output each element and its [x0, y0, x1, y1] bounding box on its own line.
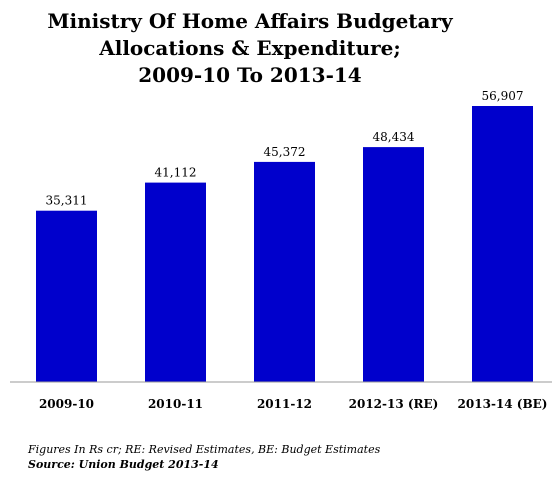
bar-2010-11: [145, 182, 206, 382]
value-label-2012-13 (RE): 48,434: [373, 130, 415, 144]
bar-2009-10: [36, 210, 97, 382]
category-label-2012-13 (RE): 2012-13 (RE): [349, 397, 439, 411]
value-label-2011-12: 45,372: [264, 145, 306, 159]
chart-title-line-1: Ministry Of Home Affairs Budgetary: [47, 9, 453, 33]
category-label-2009-10: 2009-10: [39, 397, 94, 411]
bar-2011-12: [254, 161, 315, 382]
value-label-2013-14 (BE): 56,907: [482, 89, 524, 103]
source-note: Source: Union Budget 2013-14: [28, 458, 219, 471]
chart-footnote: Figures In Rs cr; RE: Revised Estimates,…: [28, 442, 380, 472]
chart-title-line-2: Allocations & Expenditure;: [99, 36, 401, 60]
value-labels-group: 35,311 41,112 45,372 48,434 56,907: [46, 89, 524, 208]
category-labels-group: 2009-10 2010-11 2011-12 2012-13 (RE) 2013-14…: [39, 397, 547, 411]
category-label-2013-14 (BE): 2013-14 (BE): [458, 397, 548, 411]
bar-2013-14 (BE): [472, 106, 533, 382]
value-label-2010-11: 41,112: [155, 166, 197, 180]
category-label-2010-11: 2010-11: [148, 397, 203, 411]
bar-2012-13 (RE): [363, 147, 424, 382]
value-label-2009-10: 35,311: [46, 194, 88, 208]
figures-note: Figures In Rs cr; RE: Revised Estimates,…: [28, 443, 381, 456]
category-label-2011-12: 2011-12: [257, 397, 312, 411]
chart-title-line-3: 2009-10 To 2013-14: [138, 63, 362, 87]
chart-title: Ministry Of Home Affairs Budgetary Alloc…: [0, 8, 500, 89]
bars-group: [36, 106, 533, 382]
